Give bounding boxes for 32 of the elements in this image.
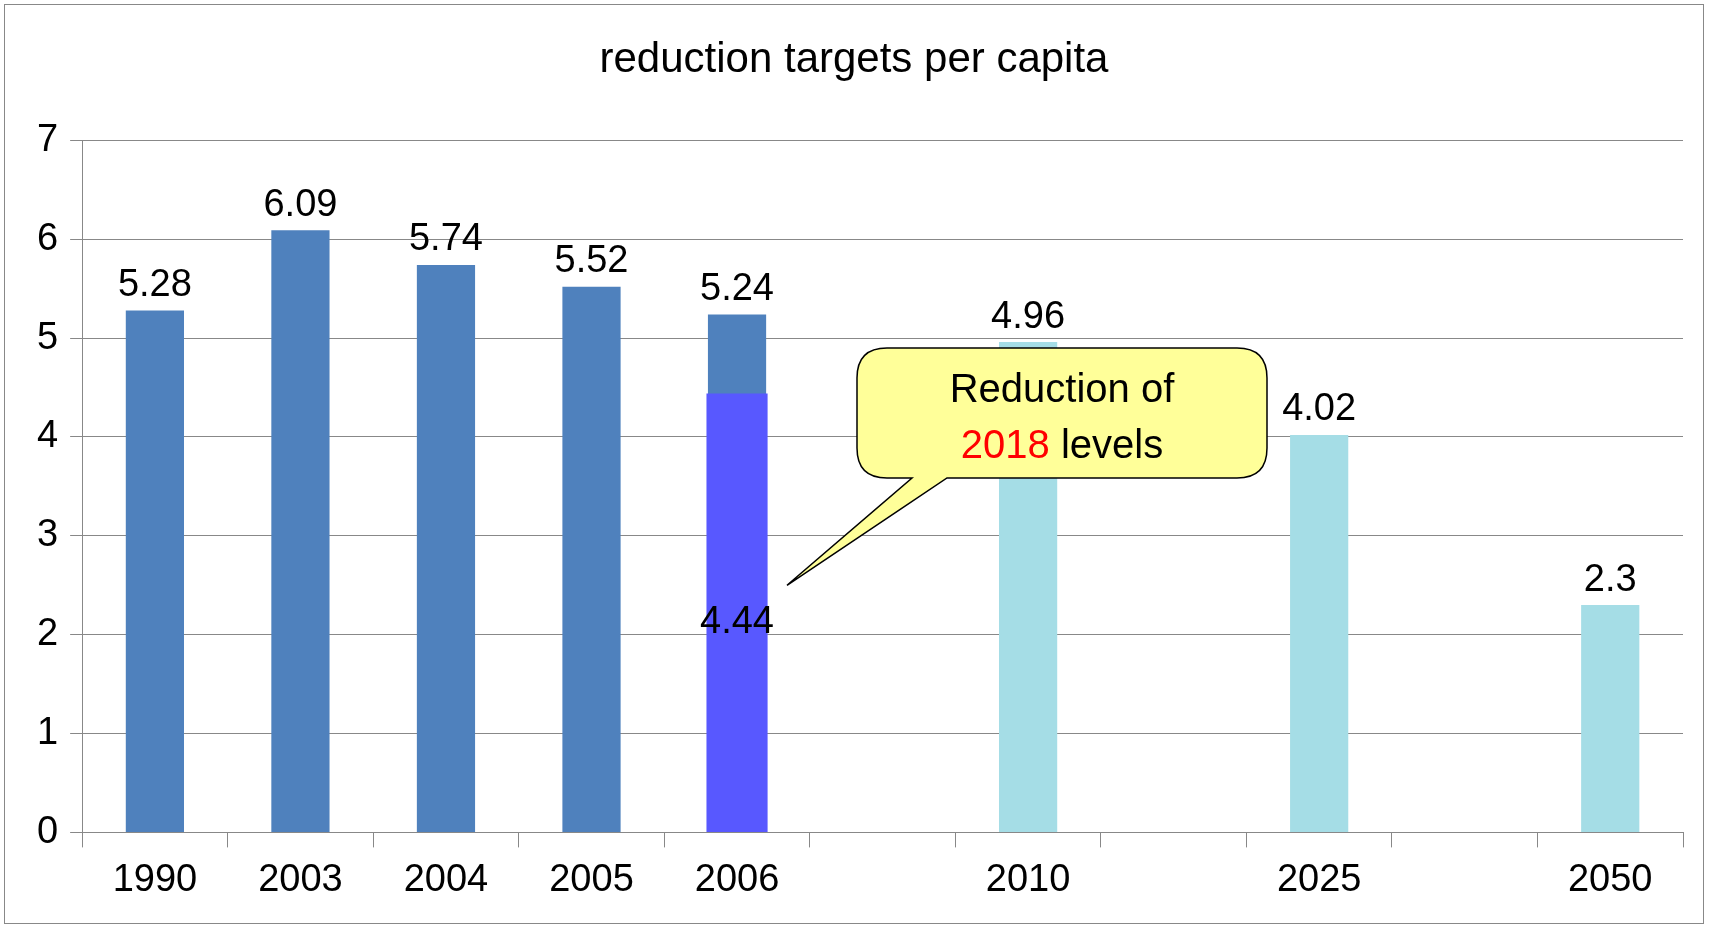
- y-tick-label: 1: [36, 710, 59, 753]
- y-tick-label: 3: [36, 512, 59, 555]
- x-tick-label: 2003: [258, 856, 343, 899]
- x-tick-label: 1990: [112, 856, 198, 899]
- annotation: Reduction of 2018 levels: [948, 365, 1176, 468]
- y-tick-label: 2: [36, 611, 59, 654]
- x-tick-label: 2004: [403, 856, 489, 899]
- y-tick-label: 0: [36, 808, 59, 851]
- x-tick-label: 2050: [1567, 856, 1653, 899]
- data-label: 6.09: [263, 181, 338, 224]
- data-label: 5.74: [408, 216, 483, 259]
- bar: [1290, 434, 1349, 832]
- bar: [271, 230, 330, 832]
- data-label: 5.28: [117, 261, 192, 304]
- data-label: 4.96: [991, 293, 1066, 336]
- y-tick-label: 7: [36, 116, 59, 159]
- y-tick-label: 5: [36, 314, 59, 357]
- y-tick-label: 4: [36, 413, 59, 456]
- x-tick-label: 2010: [985, 856, 1071, 899]
- data-label: 5.52: [554, 238, 629, 281]
- chart-title: reduction targets per capita: [599, 33, 1110, 81]
- x-tick-label: 2006: [694, 856, 780, 899]
- data-label: 2.3: [1583, 556, 1637, 599]
- bar: [562, 286, 621, 832]
- bar: [125, 310, 185, 832]
- data-label: 4.02: [1282, 386, 1357, 429]
- bar: [1581, 605, 1640, 832]
- x-tick-label: 2025: [1276, 856, 1362, 899]
- data-label: 5.24: [700, 265, 775, 308]
- y-tick-label: 6: [36, 215, 59, 258]
- bar: [416, 264, 476, 832]
- x-tick-label: 2005: [549, 856, 634, 899]
